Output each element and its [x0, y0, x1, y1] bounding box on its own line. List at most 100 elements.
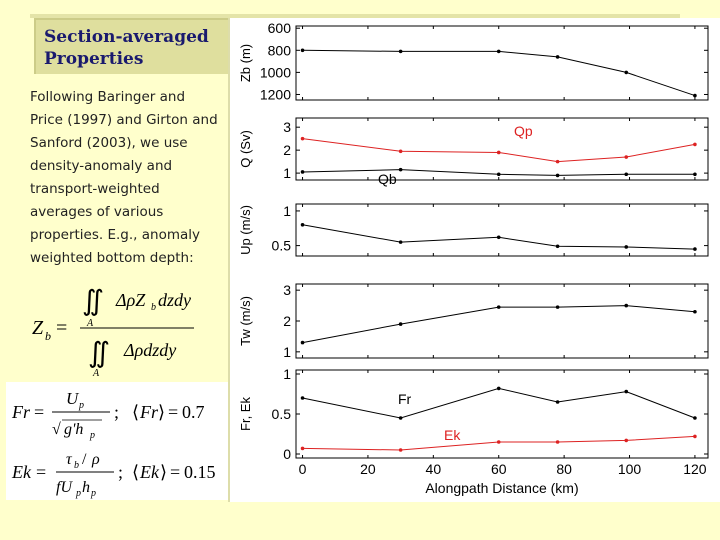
data-point [300, 48, 305, 53]
series-line [302, 169, 695, 176]
title-box [34, 18, 230, 74]
data-point [496, 386, 501, 391]
svg-text:A: A [92, 368, 100, 378]
y-tick-label: 1000 [260, 64, 291, 80]
fr-ek-equations: Fr = U p √ g'h p ; ⟨ Fr ⟩ = 0.7 Ek = τ b… [11, 389, 216, 499]
x-tick-label: 120 [683, 461, 707, 477]
y-axis-label: Q (Sv) [238, 130, 253, 168]
series-line [302, 49, 696, 97]
data-point [300, 340, 305, 345]
body-line: Price (1997) and Girton and [30, 112, 218, 128]
figure-panel: 600 800 1000 1200 Zb (m) 1 2 3 Q (Sv) 0.5 1 Up (m/s… [228, 18, 720, 502]
svg-text:=: = [36, 462, 46, 482]
y-tick-label: 1 [283, 344, 291, 360]
data-point [300, 136, 305, 141]
data-point [300, 446, 305, 451]
data-point [624, 70, 629, 75]
x-tick-label: 20 [360, 461, 376, 477]
svg-text:=: = [168, 402, 178, 422]
body-line: density-anomaly and [30, 158, 173, 174]
y-tick-label: 600 [268, 20, 292, 36]
data-point [398, 416, 403, 420]
svg-text:Fr: Fr [11, 402, 31, 422]
y-tick-label: 2 [283, 142, 291, 158]
data-point [555, 305, 560, 309]
data-point [398, 448, 403, 452]
body-line: properties. E.g., anomaly [30, 227, 200, 243]
svg-text:b: b [74, 460, 79, 471]
svg-text:⟩: ⟩ [158, 402, 165, 422]
data-point [496, 235, 501, 240]
y-tick-label: 0.5 [272, 238, 292, 254]
svg-text:=: = [56, 317, 67, 339]
body-line: Following Baringer and [30, 89, 186, 105]
svg-text:⟨: ⟨ [132, 462, 139, 482]
y-tick-label: 1 [283, 203, 291, 219]
body-line: averages of various [30, 204, 164, 220]
y-tick-label: 2 [283, 313, 291, 329]
y-axis-label: Up (m/s) [238, 205, 253, 255]
svg-text:=: = [170, 462, 180, 482]
svg-text:=: = [34, 402, 44, 422]
qp-label: Qp [514, 123, 533, 139]
svg-text:p: p [78, 400, 84, 411]
equation-box [6, 382, 228, 500]
svg-text:fU: fU [56, 479, 73, 496]
svg-text:√: √ [52, 421, 61, 438]
data-point [624, 438, 629, 443]
data-point [496, 172, 501, 177]
svg-text:;: ; [114, 402, 119, 422]
svg-text:A: A [86, 318, 94, 329]
svg-text:dzdy: dzdy [158, 290, 191, 310]
series-line [302, 387, 696, 419]
y-tick-label: 1 [283, 165, 291, 181]
data-point [496, 49, 501, 54]
data-point [398, 322, 403, 326]
svg-text:ρ: ρ [91, 451, 100, 468]
data-point [624, 303, 629, 308]
x-tick-label: 40 [426, 461, 442, 477]
y-axis-label: Tw (m/s) [238, 296, 253, 346]
svg-text:b: b [151, 302, 156, 313]
y-tick-label: 0.5 [272, 406, 292, 422]
svg-text:;: ; [118, 462, 123, 482]
data-point [555, 55, 560, 59]
svg-text:Fr: Fr [139, 402, 159, 422]
y-tick-label: 3 [283, 119, 291, 135]
slide-title-line1: Section-averaged [44, 27, 209, 47]
data-point [555, 244, 560, 249]
y-tick-label: 1 [283, 366, 291, 382]
svg-text:∬: ∬ [88, 338, 110, 369]
data-point [693, 416, 697, 420]
title-decoration [30, 14, 680, 18]
data-point [624, 155, 629, 159]
data-point [398, 167, 403, 172]
svg-text:ΔρZ: ΔρZ [115, 290, 146, 310]
panel-frame [295, 203, 709, 257]
body-line: Sanford (2003), we use [30, 135, 188, 151]
ek-label: Ek [444, 427, 461, 443]
y-tick-label: 0 [283, 446, 291, 462]
data-point [398, 240, 403, 244]
svg-text:p: p [90, 488, 96, 499]
y-tick-label: 800 [268, 42, 292, 58]
y-tick-label: 3 [283, 282, 291, 298]
svg-text:∬: ∬ [82, 286, 104, 317]
x-tick-label: 100 [618, 461, 642, 477]
svg-text:g'h: g'h [64, 421, 83, 438]
series-line [302, 138, 696, 163]
panel-frame [295, 369, 709, 459]
data-point [398, 149, 403, 154]
data-point [693, 434, 697, 439]
fr-mean-value: 0.7 [182, 402, 205, 422]
panel-frame [295, 117, 709, 181]
data-point [693, 93, 697, 98]
slide-title: Section-averaged Properties [44, 26, 209, 70]
svg-text:U: U [66, 389, 80, 408]
data-point [300, 170, 305, 174]
data-point [555, 173, 560, 178]
data-point [300, 223, 305, 227]
data-point [496, 305, 501, 309]
data-point [555, 440, 560, 444]
